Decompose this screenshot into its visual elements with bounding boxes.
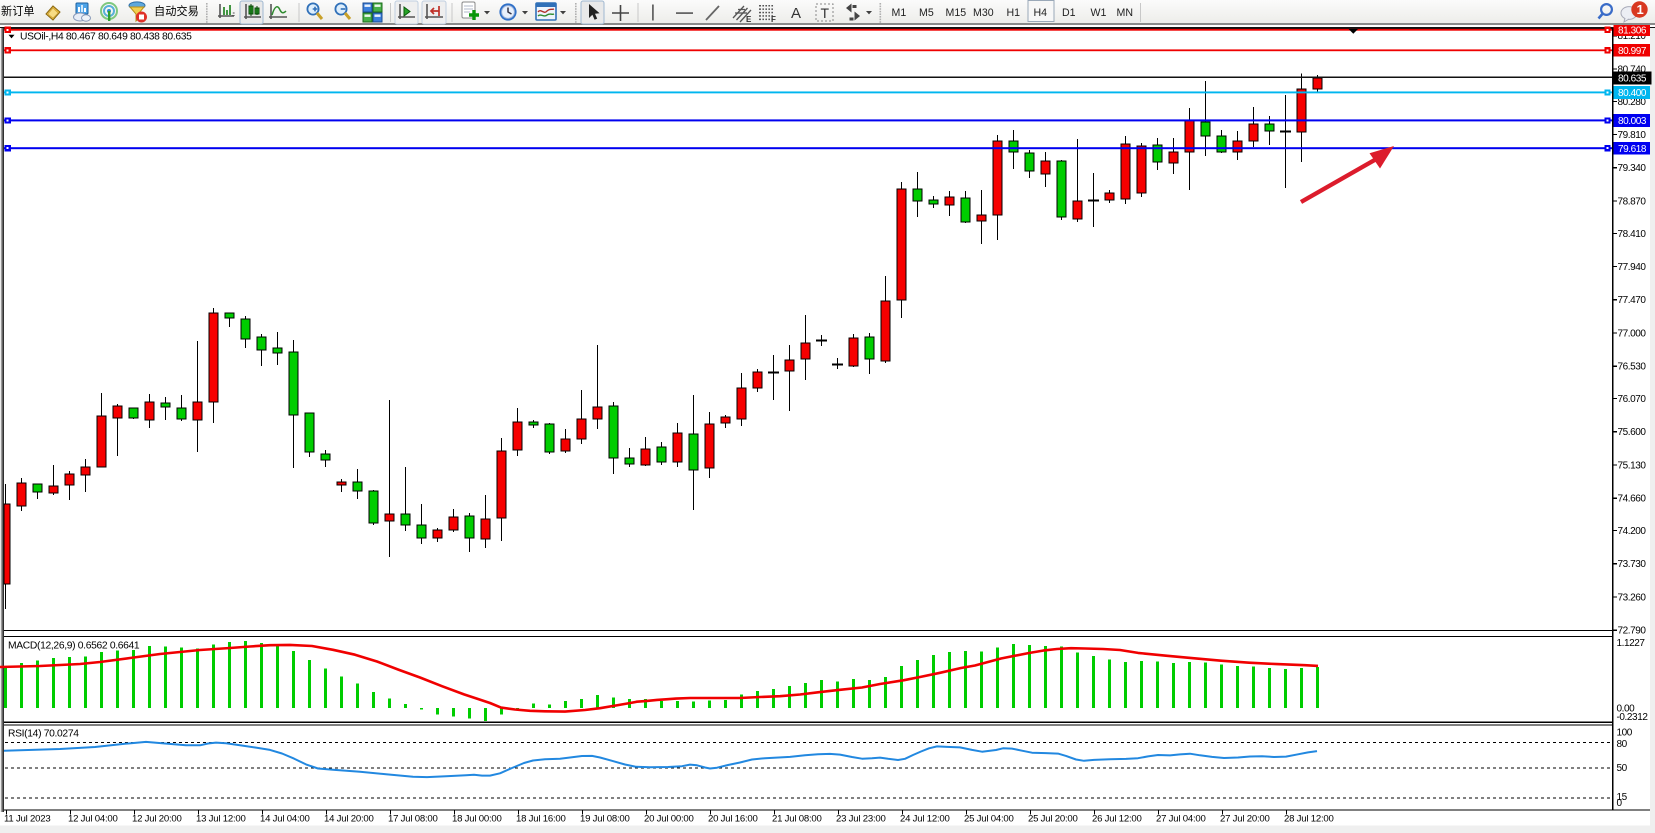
- svg-text:76.530: 76.530: [1618, 362, 1647, 373]
- svg-text:14 Jul 04:00: 14 Jul 04:00: [260, 814, 310, 825]
- svg-text:27 Jul 04:00: 27 Jul 04:00: [1156, 814, 1206, 825]
- svg-text:A: A: [791, 5, 801, 22]
- svg-text:79.618: 79.618: [1618, 144, 1647, 155]
- svg-text:H4: H4: [1034, 7, 1048, 19]
- svg-text:78.870: 78.870: [1618, 196, 1647, 207]
- svg-text:50: 50: [1617, 763, 1628, 774]
- svg-text:0.00: 0.00: [1617, 704, 1636, 715]
- svg-text:81.210: 81.210: [1618, 31, 1647, 42]
- svg-text:27 Jul 20:00: 27 Jul 20:00: [1220, 814, 1270, 825]
- svg-text:H1: H1: [1007, 7, 1021, 19]
- svg-text:12 Jul 04:00: 12 Jul 04:00: [68, 814, 118, 825]
- svg-text:80.003: 80.003: [1618, 116, 1647, 127]
- svg-text:79.340: 79.340: [1618, 163, 1647, 174]
- svg-text:74.200: 74.200: [1618, 526, 1647, 537]
- svg-text:MN: MN: [1117, 7, 1133, 19]
- svg-text:19 Jul 08:00: 19 Jul 08:00: [580, 814, 630, 825]
- svg-text:80.280: 80.280: [1618, 97, 1647, 108]
- svg-text:81.306: 81.306: [1618, 25, 1647, 36]
- svg-text:MACD(12,26,9) 0.6562 0.6641: MACD(12,26,9) 0.6562 0.6641: [8, 640, 140, 651]
- svg-text:USOil-,H4 80.467 80.649 80.43: USOil-,H4 80.467 80.649 80.438 80.635: [20, 31, 192, 42]
- svg-text:13 Jul 12:00: 13 Jul 12:00: [196, 814, 246, 825]
- svg-text:25 Jul 04:00: 25 Jul 04:00: [964, 814, 1014, 825]
- svg-text:1.1227: 1.1227: [1617, 638, 1646, 649]
- svg-text:12 Jul 20:00: 12 Jul 20:00: [132, 814, 182, 825]
- svg-text:100: 100: [1617, 727, 1633, 738]
- svg-text:18 Jul 16:00: 18 Jul 16:00: [516, 814, 566, 825]
- svg-text:20 Jul 00:00: 20 Jul 00:00: [644, 814, 694, 825]
- svg-text:73.260: 73.260: [1618, 592, 1647, 603]
- svg-text:11 Jul 2023: 11 Jul 2023: [4, 814, 50, 825]
- svg-text:77.940: 77.940: [1618, 262, 1647, 273]
- svg-text:80.997: 80.997: [1618, 46, 1647, 57]
- svg-text:18 Jul 00:00: 18 Jul 00:00: [452, 814, 502, 825]
- svg-text:26 Jul 12:00: 26 Jul 12:00: [1092, 814, 1142, 825]
- svg-text:M5: M5: [919, 7, 934, 19]
- svg-text:F: F: [771, 15, 776, 24]
- svg-text:E: E: [746, 15, 752, 24]
- svg-text:D1: D1: [1062, 7, 1076, 19]
- svg-text:80: 80: [1617, 739, 1628, 750]
- svg-text:76.070: 76.070: [1618, 394, 1647, 405]
- svg-text:72.790: 72.790: [1618, 626, 1647, 637]
- svg-text:24 Jul 12:00: 24 Jul 12:00: [900, 814, 950, 825]
- svg-text:0: 0: [1617, 798, 1623, 809]
- svg-text:21 Jul 08:00: 21 Jul 08:00: [772, 814, 822, 825]
- svg-text:80.400: 80.400: [1618, 88, 1647, 99]
- svg-text:15: 15: [1617, 792, 1628, 803]
- svg-text:-0.2312: -0.2312: [1617, 712, 1649, 723]
- svg-text:M15: M15: [946, 7, 967, 19]
- svg-text:23 Jul 23:00: 23 Jul 23:00: [836, 814, 886, 825]
- svg-text:74.660: 74.660: [1618, 494, 1647, 505]
- svg-text:T: T: [821, 5, 830, 21]
- svg-text:80.740: 80.740: [1618, 64, 1647, 75]
- svg-text:28 Jul 12:00: 28 Jul 12:00: [1284, 814, 1334, 825]
- svg-text:78.410: 78.410: [1618, 229, 1647, 240]
- svg-text:RSI(14) 70.0274: RSI(14) 70.0274: [8, 728, 79, 739]
- svg-text:W1: W1: [1091, 7, 1107, 19]
- svg-text:77.000: 77.000: [1618, 328, 1647, 339]
- svg-text:M30: M30: [973, 7, 994, 19]
- svg-text:1: 1: [1637, 2, 1644, 17]
- svg-text:17 Jul 08:00: 17 Jul 08:00: [388, 814, 438, 825]
- svg-text:80.635: 80.635: [1618, 73, 1647, 84]
- svg-text:75.130: 75.130: [1618, 460, 1647, 471]
- svg-text:20 Jul 16:00: 20 Jul 16:00: [708, 814, 758, 825]
- svg-text:14 Jul 20:00: 14 Jul 20:00: [324, 814, 374, 825]
- svg-text:75.600: 75.600: [1618, 427, 1647, 438]
- svg-text:77.470: 77.470: [1618, 295, 1647, 306]
- svg-text:新订单: 新订单: [1, 4, 35, 18]
- svg-text:自动交易: 自动交易: [154, 4, 199, 18]
- svg-text:79.810: 79.810: [1618, 130, 1647, 141]
- svg-text:25 Jul 20:00: 25 Jul 20:00: [1028, 814, 1078, 825]
- svg-text:73.730: 73.730: [1618, 559, 1647, 570]
- svg-text:M1: M1: [892, 7, 907, 19]
